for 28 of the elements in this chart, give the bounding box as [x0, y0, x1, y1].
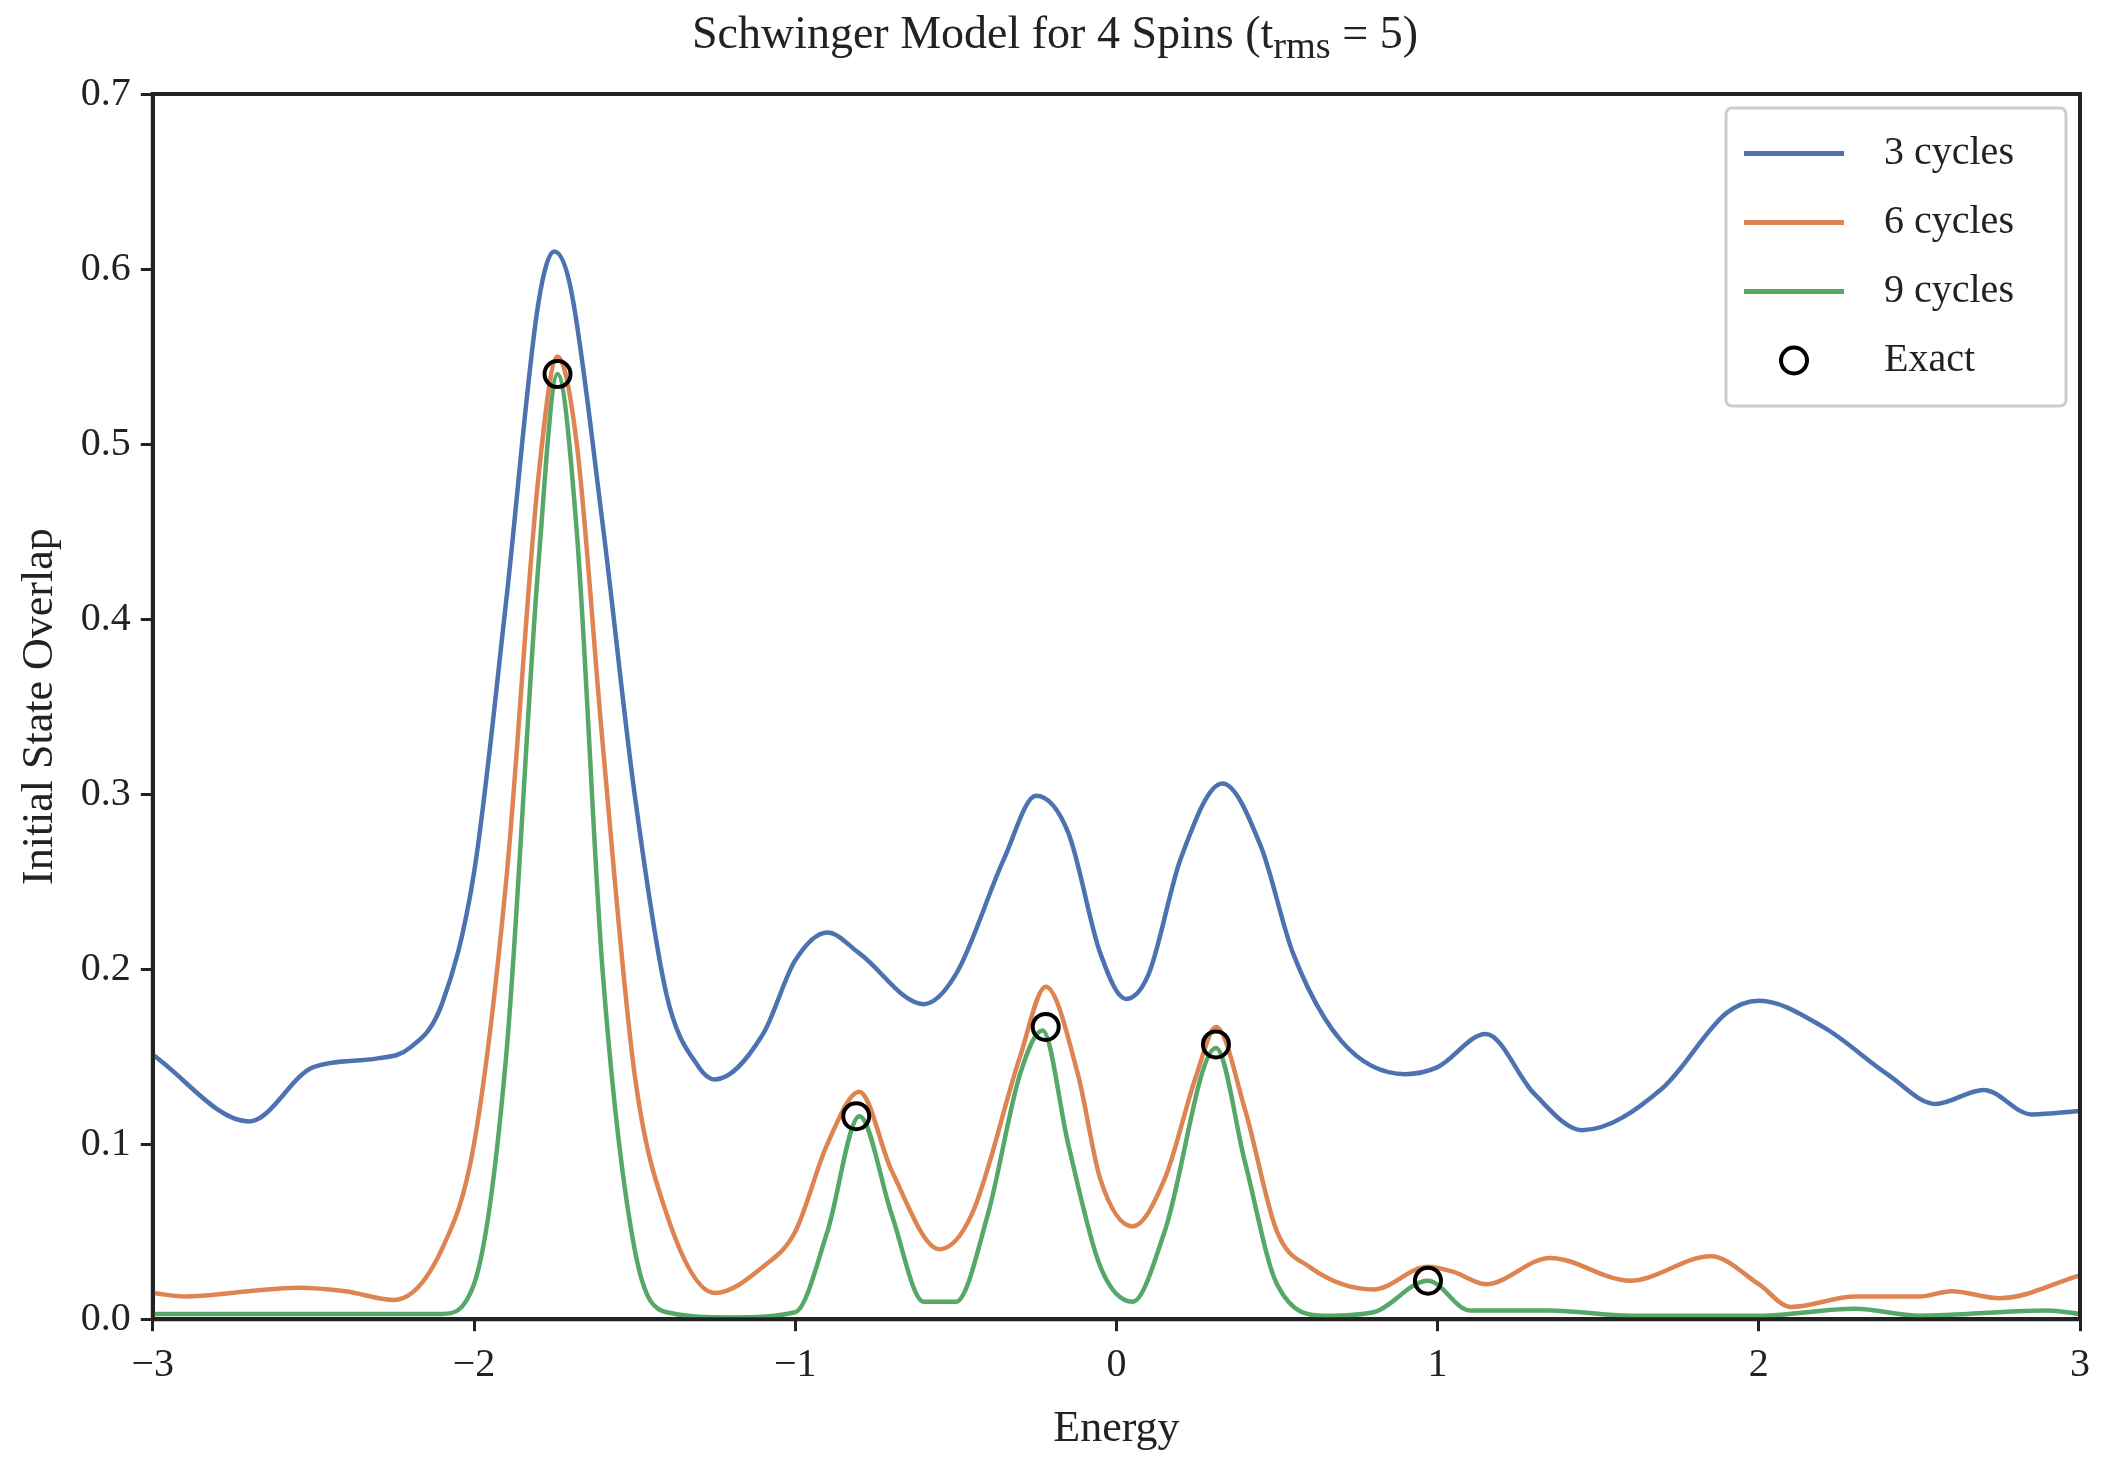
x-tick-label: −2: [452, 1339, 496, 1385]
x-tick-label: 1: [1427, 1339, 1448, 1385]
y-tick-label: 0.4: [80, 593, 131, 639]
y-tick-label: 0.3: [80, 768, 131, 814]
legend-label: Exact: [1884, 335, 1976, 380]
point: [542, 359, 573, 390]
x-axis-title: Energy: [1053, 1402, 1180, 1452]
y-tick-label: 0.5: [80, 418, 131, 464]
line-series: [152, 249, 2080, 1133]
x-tick-label: 2: [1748, 1339, 1769, 1385]
x-tick-label: 0: [1106, 1339, 1127, 1385]
legend-label: 9 cycles: [1884, 266, 2014, 311]
chart-title: Schwinger Model for 4 Spins (t$_{rms}$ = 5): [690, 6, 1420, 68]
point: [1200, 1029, 1231, 1060]
y-tick-label: 0.1: [80, 1118, 131, 1164]
y-tick-label: 0.6: [80, 243, 131, 289]
y-axis-title: Initial State Overlap: [12, 528, 62, 885]
y-tick-label: 0.2: [80, 943, 131, 989]
legend-label: 6 cycles: [1884, 197, 2014, 242]
y-tick-label: 0.7: [80, 68, 131, 114]
point: [841, 1101, 872, 1132]
point: [1412, 1265, 1443, 1296]
y-tick-label: 0.0: [80, 1293, 131, 1339]
legend-label: 3 cycles: [1884, 128, 2014, 173]
x-tick-label: −3: [131, 1339, 175, 1385]
x-tick-label: −1: [773, 1339, 817, 1385]
point: [1030, 1011, 1061, 1042]
x-tick-label: 3: [2070, 1339, 2090, 1385]
